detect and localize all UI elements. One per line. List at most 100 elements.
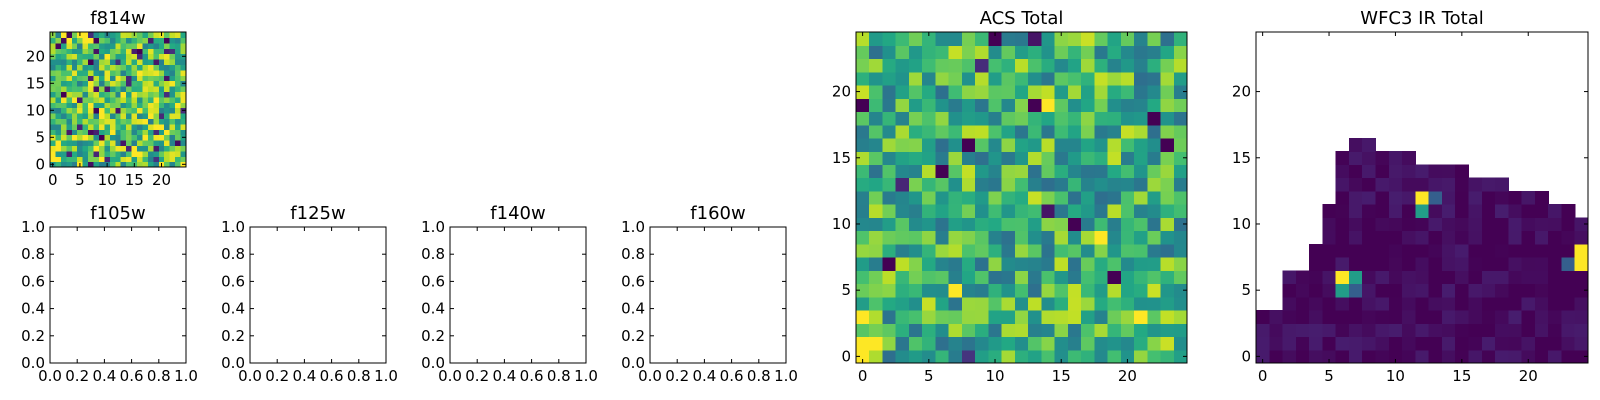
heatmap-cell <box>988 58 1003 73</box>
heatmap-cell <box>60 86 67 92</box>
heatmap-cell <box>158 37 165 44</box>
heatmap-cell <box>1455 204 1470 218</box>
heatmap-cell <box>1081 323 1095 338</box>
heatmap-cell <box>1028 217 1042 232</box>
heatmap-cell <box>77 37 84 44</box>
y-tick-label: 0.8 <box>621 245 645 263</box>
heatmap-cell <box>77 96 84 103</box>
heatmap-cell <box>1388 349 1403 364</box>
heatmap-cell <box>169 48 176 55</box>
heatmap-cell <box>856 58 870 73</box>
heatmap-cell <box>1028 45 1042 60</box>
heatmap-cell <box>109 69 116 76</box>
heatmap-cell <box>60 134 67 141</box>
heatmap-cell <box>147 32 154 38</box>
heatmap-cell <box>1495 296 1509 311</box>
heatmap-cell <box>975 296 989 311</box>
panel-title: f140w <box>490 203 545 224</box>
heatmap-cell <box>935 151 950 165</box>
heatmap-cell <box>77 64 84 71</box>
heatmap-cell <box>104 156 111 163</box>
heatmap-cell <box>1014 310 1029 324</box>
heatmap-cell <box>104 80 111 87</box>
y-tick-label: 0.6 <box>21 272 45 290</box>
heatmap-cell <box>137 53 144 60</box>
heatmap-cell <box>869 230 884 245</box>
heatmap-cell <box>1160 257 1175 271</box>
heatmap-cell <box>120 69 127 76</box>
heatmap-cell <box>1428 336 1443 351</box>
heatmap-cell <box>98 75 105 82</box>
heatmap-cell <box>882 296 897 311</box>
heatmap-cell <box>856 111 870 126</box>
heatmap-cell <box>66 64 73 71</box>
heatmap-cell <box>1014 349 1029 364</box>
heatmap-cell <box>93 48 100 55</box>
heatmap-cell <box>988 283 1003 298</box>
heatmap-cell <box>88 32 95 38</box>
heatmap-cell <box>66 59 73 65</box>
heatmap-cell <box>922 349 937 364</box>
heatmap-cell <box>147 129 154 136</box>
heatmap-cell <box>180 37 187 44</box>
heatmap-cell <box>1428 243 1443 258</box>
heatmap-cell <box>882 32 897 46</box>
heatmap-cell <box>1147 111 1162 126</box>
heatmap-cell <box>908 310 923 324</box>
heatmap-cell <box>93 37 100 44</box>
heatmap-cell <box>93 96 100 103</box>
heatmap-cell <box>1548 336 1563 351</box>
heatmap-cell <box>115 91 122 98</box>
heatmap-cell <box>1455 349 1470 364</box>
heatmap-cell <box>131 113 138 119</box>
heatmap-cell <box>82 145 89 152</box>
heatmap-cell <box>169 140 176 146</box>
heatmap-cell <box>180 129 187 136</box>
heatmap-cell <box>1160 32 1175 46</box>
heatmap-cell <box>142 118 149 125</box>
heatmap-cell <box>856 45 870 60</box>
heatmap-cell <box>98 134 105 141</box>
heatmap-cell <box>1295 296 1310 311</box>
heatmap-cell <box>126 59 133 65</box>
heatmap-cell <box>1134 336 1148 351</box>
heatmap-cell <box>126 123 133 130</box>
heatmap-cell <box>55 69 62 76</box>
heatmap-cell <box>77 53 84 60</box>
heatmap-cell <box>126 140 133 146</box>
heatmap-cell <box>109 140 116 146</box>
heatmap-cell <box>55 91 62 98</box>
heatmap-cell <box>115 96 122 103</box>
heatmap-cell <box>1561 217 1576 232</box>
heatmap-cell <box>1094 283 1109 298</box>
heatmap-cell <box>1362 283 1377 298</box>
heatmap-cell <box>935 71 950 86</box>
heatmap-cell <box>1107 257 1122 271</box>
heatmap-cell <box>50 42 57 49</box>
heatmap-cell <box>882 243 897 258</box>
heatmap-cell <box>126 113 133 119</box>
heatmap-cell <box>1134 310 1148 324</box>
heatmap-cell <box>1067 243 1082 258</box>
heatmap-cell <box>1120 177 1135 192</box>
heatmap-cell <box>131 123 138 130</box>
heatmap-cell <box>1282 336 1297 351</box>
heatmap-cell <box>1147 336 1162 351</box>
heatmap-cell <box>98 107 105 114</box>
heatmap-cell <box>175 150 182 157</box>
heatmap-cell <box>169 32 176 38</box>
heatmap-cell <box>115 32 122 38</box>
x-tick-label: 0.8 <box>347 367 371 385</box>
heatmap-cell <box>1441 164 1456 179</box>
heatmap-cell <box>935 310 950 324</box>
heatmap-cell <box>988 164 1003 179</box>
heatmap-cell <box>175 53 182 60</box>
heatmap-cell <box>1147 217 1162 232</box>
heatmap-cell <box>1160 336 1175 351</box>
heatmap-cell <box>1067 32 1082 46</box>
heatmap-cell <box>82 80 89 87</box>
heatmap-cell <box>1041 270 1056 285</box>
heatmap-cell <box>1107 190 1122 205</box>
heatmap-cell <box>158 102 165 109</box>
